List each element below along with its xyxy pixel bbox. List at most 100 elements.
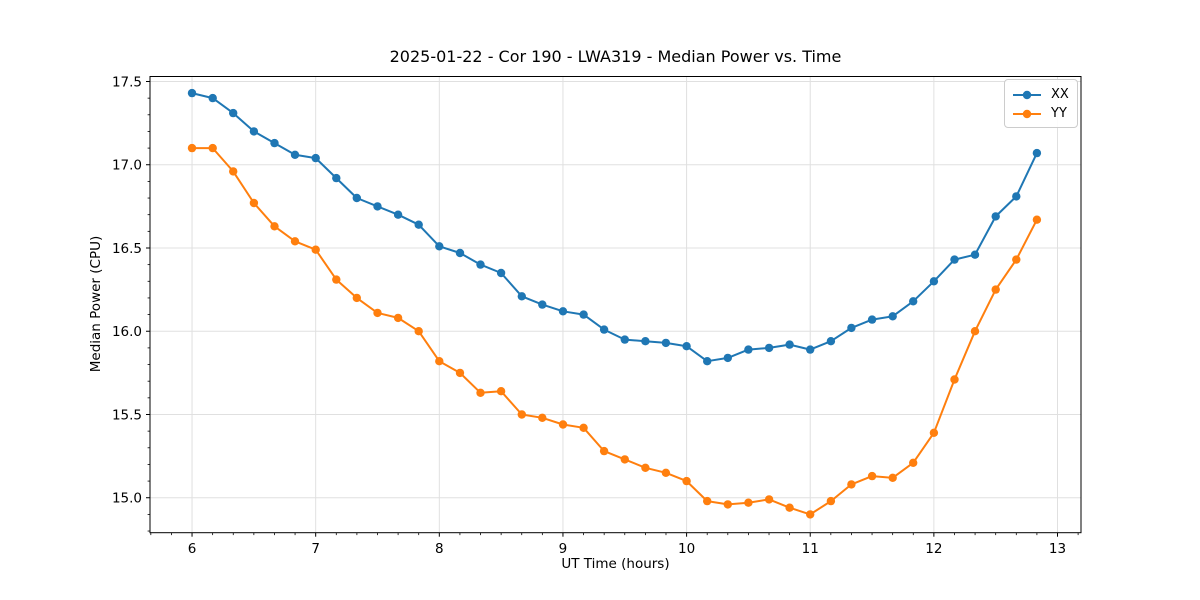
series-xx-marker xyxy=(764,343,774,353)
series-xx-marker xyxy=(806,345,815,354)
series-yy-line xyxy=(192,147,1038,516)
series-yy-marker xyxy=(332,275,341,284)
series-yy-marker xyxy=(1032,215,1042,224)
axes-spines xyxy=(149,76,1082,534)
series-yy-marker xyxy=(187,143,197,153)
series-xx-marker xyxy=(620,335,629,344)
series-yy-marker xyxy=(558,420,568,429)
series-yy-marker xyxy=(229,167,238,176)
series-xx-marker xyxy=(249,127,259,136)
legend: XX YY xyxy=(1004,79,1078,128)
series-xx-marker xyxy=(703,357,712,366)
series-xx-marker xyxy=(991,212,1000,221)
x-axis-label: UT Time (hours) xyxy=(561,556,670,572)
x-tick-label: 8 xyxy=(435,541,444,557)
series-xx-line xyxy=(191,92,1038,363)
series-yy-marker xyxy=(270,222,279,231)
legend-marker-xx-icon xyxy=(1022,90,1032,99)
series-yy-marker xyxy=(352,293,361,303)
series-xx-marker xyxy=(187,88,197,98)
series-xx-marker xyxy=(826,337,836,346)
legend-label-xx: XX xyxy=(1051,87,1069,102)
series-xx-marker xyxy=(352,193,361,203)
series-xx-marker xyxy=(661,338,671,348)
series-yy-marker xyxy=(538,413,547,422)
x-tick-label: 13 xyxy=(1049,541,1066,557)
series-xx-marker xyxy=(476,260,485,269)
series-xx-marker xyxy=(950,255,959,264)
series-xx-marker xyxy=(929,277,939,286)
x-tick-label: 9 xyxy=(559,541,568,557)
series-xx-marker xyxy=(229,108,238,118)
series-yy-marker xyxy=(579,423,588,432)
legend-sample-xx xyxy=(1013,90,1041,99)
series-yy-marker xyxy=(208,143,217,153)
y-tick-label: 16.0 xyxy=(112,324,142,340)
legend-item-yy: YY xyxy=(1011,104,1071,123)
series-yy-marker xyxy=(476,388,485,397)
series-xx-marker xyxy=(785,340,794,349)
series-yy-marker xyxy=(764,495,774,504)
legend-item-xx: XX xyxy=(1011,85,1071,104)
series-yy-marker xyxy=(517,410,526,419)
legend-marker-yy-icon xyxy=(1022,109,1032,118)
series-xx-marker xyxy=(517,292,526,301)
x-tick-label: 6 xyxy=(188,541,197,557)
series-xx-marker xyxy=(332,173,341,183)
y-tick-label: 15.0 xyxy=(112,491,142,507)
series-yy-marker xyxy=(929,428,939,437)
series-xx-marker xyxy=(435,242,444,251)
series-yy-marker xyxy=(393,313,403,323)
series-yy-marker xyxy=(599,446,609,456)
series-xx-marker xyxy=(888,312,897,321)
series-yy-marker xyxy=(661,468,671,477)
series-yy-marker xyxy=(249,198,259,208)
x-tick-label: 12 xyxy=(925,541,942,557)
legend-label-yy: YY xyxy=(1051,106,1067,121)
y-tick-label: 17.5 xyxy=(112,74,142,90)
series-yy-marker xyxy=(785,503,794,512)
series-yy-marker xyxy=(455,368,465,378)
series-yy-marker xyxy=(991,285,1000,294)
series-xx-marker xyxy=(723,353,732,363)
series-yy-marker xyxy=(970,327,980,336)
series-yy-marker xyxy=(414,327,423,336)
series-xx-marker xyxy=(641,337,650,346)
series-xx-marker xyxy=(682,342,691,351)
series-yy-marker xyxy=(950,375,959,384)
series-yy-marker xyxy=(806,510,815,519)
series-xx-marker xyxy=(1012,192,1021,201)
series-yy-marker xyxy=(888,473,897,482)
series-xx-marker xyxy=(867,315,877,324)
series-yy-marker xyxy=(723,500,732,509)
x-tick-label: 7 xyxy=(311,541,320,557)
series-yy-marker xyxy=(290,237,300,246)
series-xx-marker xyxy=(847,323,856,333)
series-yy-marker xyxy=(435,357,444,366)
x-tick-label: 10 xyxy=(678,541,695,557)
series-xx-marker xyxy=(579,310,588,319)
series-yy-marker xyxy=(847,480,856,489)
series-xx-marker xyxy=(455,248,465,258)
series-xx-marker xyxy=(414,220,423,229)
series-yy-marker xyxy=(641,463,650,472)
chart-title: 2025-01-22 - Cor 190 - LWA319 - Median P… xyxy=(389,47,842,66)
series-xx-marker xyxy=(393,210,403,219)
series-yy-marker xyxy=(703,496,712,506)
y-tick-label: 15.5 xyxy=(112,407,142,423)
series-xx-marker xyxy=(1032,148,1042,158)
series-yy-marker xyxy=(373,308,382,318)
y-axis-label: Median Power (CPU) xyxy=(88,235,104,373)
series-xx-marker xyxy=(290,150,300,159)
series-xx-marker xyxy=(208,93,217,103)
series-xx-marker xyxy=(970,250,980,259)
series-yy-marker xyxy=(1012,255,1021,264)
series-yy-marker xyxy=(496,387,506,396)
series-xx-marker xyxy=(373,202,382,211)
series-xx-marker xyxy=(599,325,609,334)
series-xx-marker xyxy=(538,300,547,309)
series-xx-marker xyxy=(496,268,506,278)
series-yy-marker xyxy=(744,498,753,507)
series-yy-marker xyxy=(682,476,691,486)
